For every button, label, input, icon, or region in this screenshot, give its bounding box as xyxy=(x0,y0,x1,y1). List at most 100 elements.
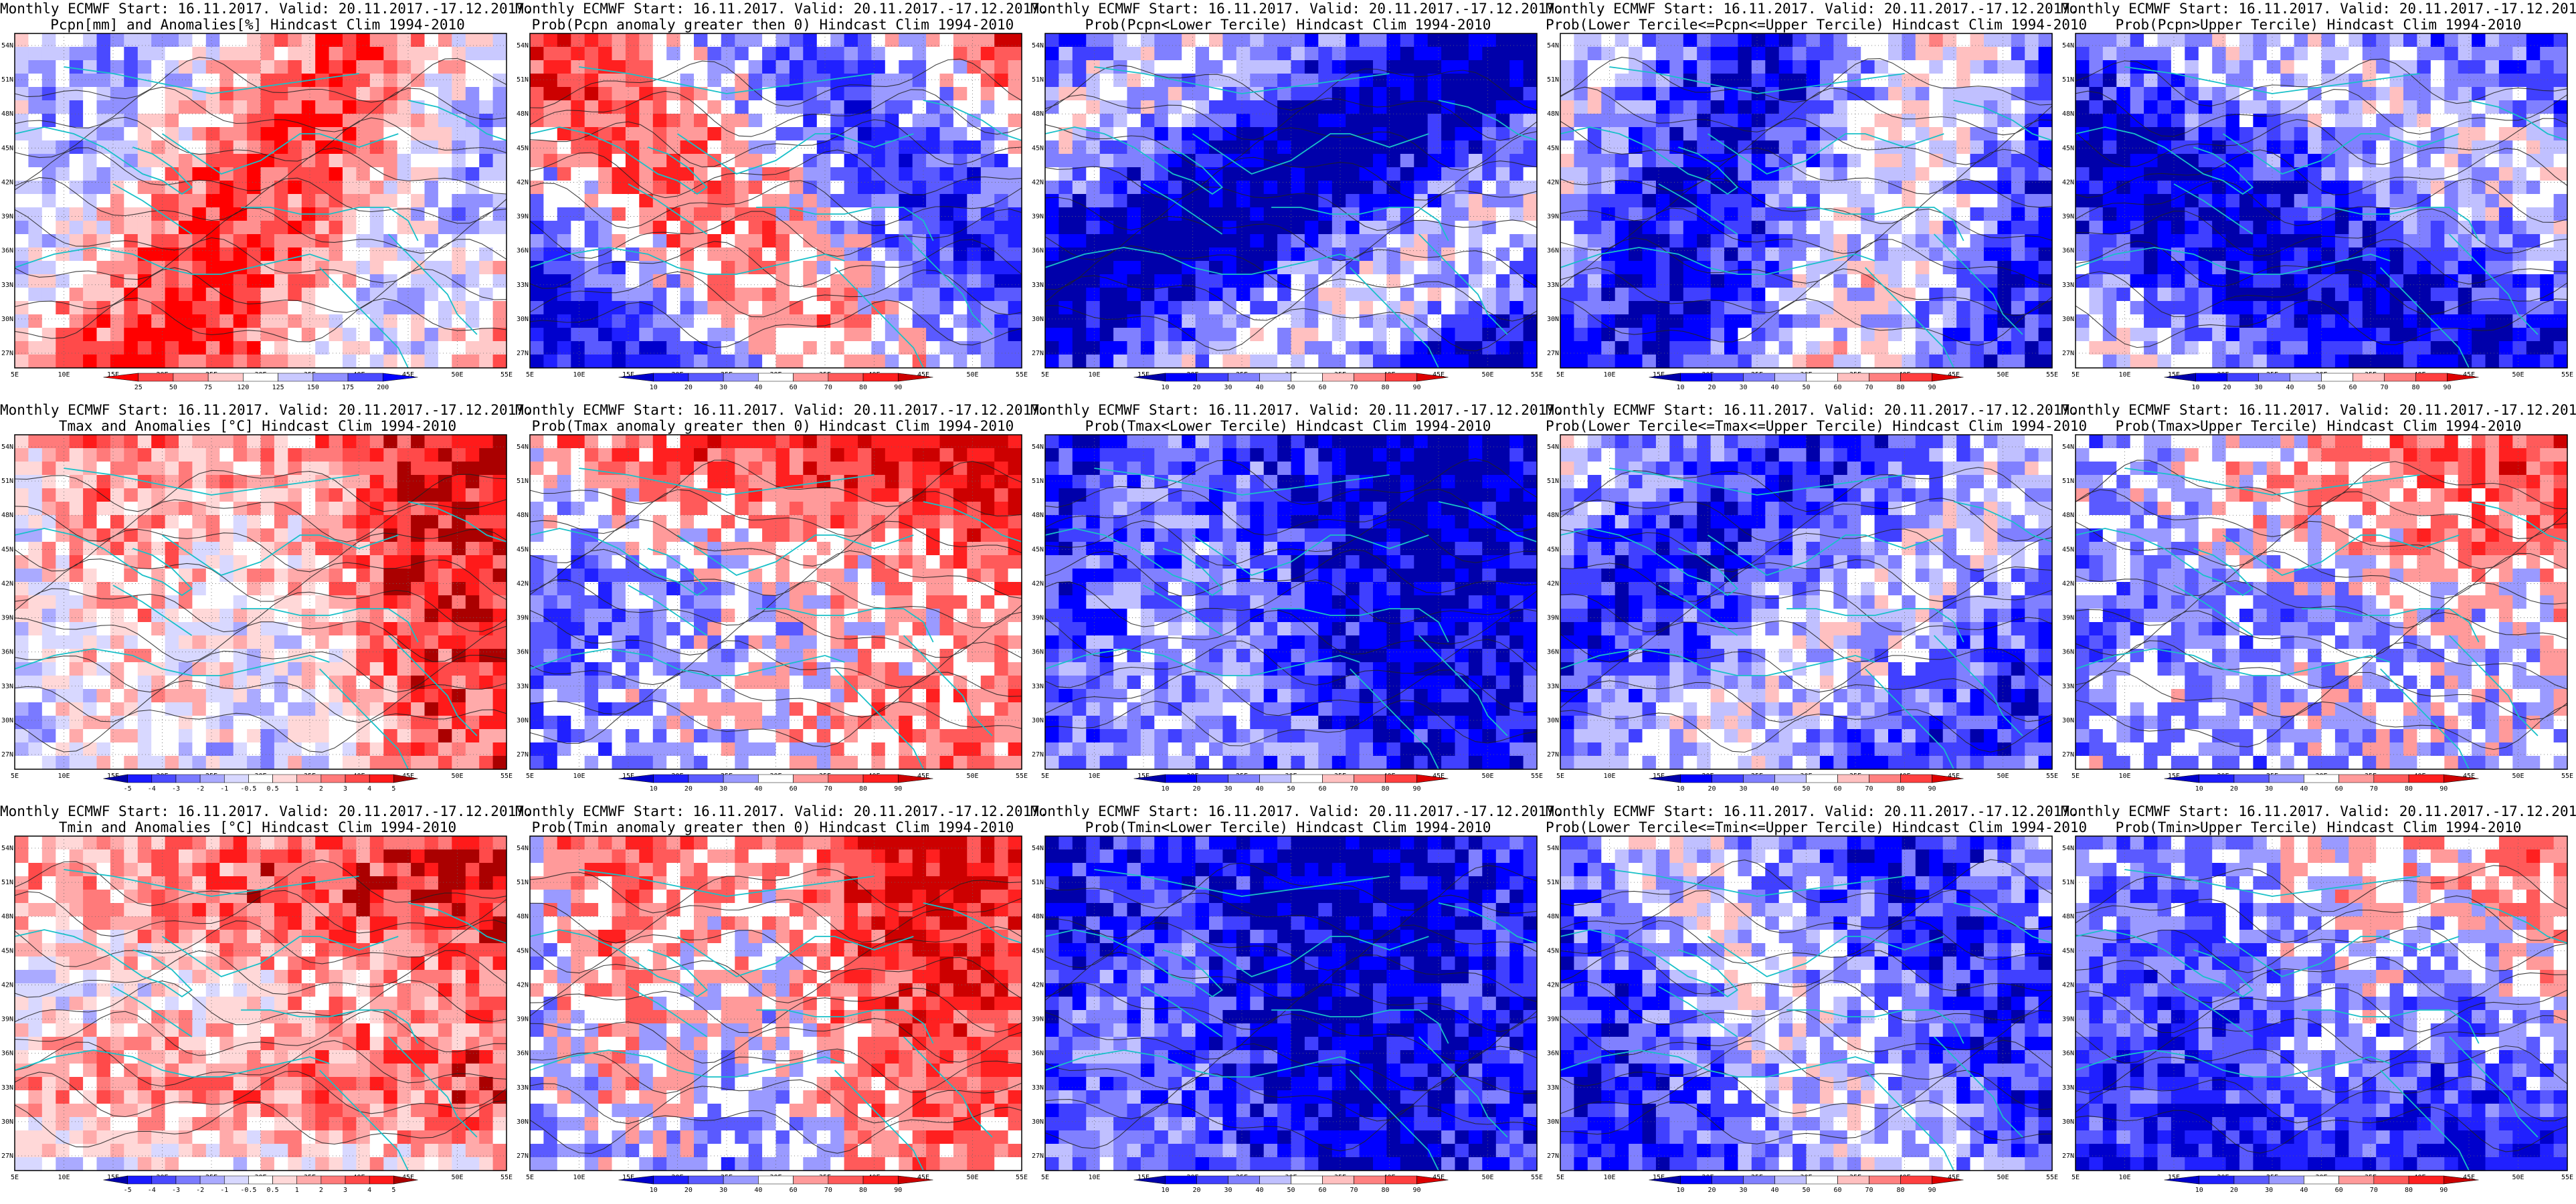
field-cell xyxy=(1902,47,1916,61)
field-cell xyxy=(479,100,494,114)
field-cell xyxy=(2130,140,2144,155)
field-cell xyxy=(137,100,152,114)
field-cell xyxy=(803,140,818,155)
field-cell xyxy=(137,60,152,74)
field-cell xyxy=(369,33,384,47)
field-cell xyxy=(885,314,899,328)
field-cell xyxy=(1509,221,1524,235)
field-cell xyxy=(2417,60,2431,74)
field-cell xyxy=(2025,341,2039,355)
field-cell xyxy=(1468,221,1483,235)
field-cell xyxy=(926,247,941,262)
field-cell xyxy=(165,502,179,516)
field-cell xyxy=(1574,167,1588,181)
colorbar-tick-label: 60 xyxy=(790,384,798,391)
field-cell xyxy=(1724,328,1738,342)
field-cell xyxy=(1683,33,1697,47)
field-cell xyxy=(1400,207,1414,221)
field-cell xyxy=(124,435,139,449)
field-cell xyxy=(1560,328,1574,342)
field-cell xyxy=(1724,74,1738,88)
field-cell xyxy=(1195,87,1210,101)
field-cell xyxy=(2458,314,2472,328)
field-cell xyxy=(2266,234,2281,248)
field-cell xyxy=(598,194,613,208)
field-cell xyxy=(953,154,968,168)
colorbar-tick-label: 30 xyxy=(2254,384,2262,391)
field-cell xyxy=(2171,261,2185,275)
field-cell xyxy=(260,502,275,516)
field-cell xyxy=(356,515,371,529)
field-cell xyxy=(939,274,954,288)
field-cell xyxy=(994,247,1009,262)
field-cell xyxy=(274,47,288,61)
field-cell xyxy=(762,114,777,128)
colorbar-swatch xyxy=(2258,373,2290,382)
field-cell xyxy=(219,154,234,168)
field-cell xyxy=(912,355,927,369)
field-cell xyxy=(329,60,343,74)
field-cell xyxy=(233,33,248,47)
lat-tick-label: 36N xyxy=(2062,247,2074,255)
field-cell xyxy=(1997,341,2012,355)
field-cell xyxy=(2171,234,2185,248)
field-cell xyxy=(1970,154,1985,168)
field-cell xyxy=(830,114,845,128)
field-cell xyxy=(735,74,749,88)
field-cell xyxy=(2540,221,2555,235)
field-cell xyxy=(1833,33,1848,47)
field-cell xyxy=(2025,100,2039,114)
field-cell xyxy=(411,301,426,315)
field-cell xyxy=(2266,301,2281,315)
colorbar-swatch xyxy=(1228,373,1260,382)
field-cell xyxy=(2076,127,2090,141)
field-cell xyxy=(1629,74,1643,88)
field-cell xyxy=(1008,167,1022,181)
field-cell xyxy=(1778,194,1793,208)
field-cell xyxy=(803,314,818,328)
field-cell xyxy=(721,314,735,328)
field-cell xyxy=(2198,100,2213,114)
field-cell xyxy=(652,301,667,315)
field-cell xyxy=(899,154,913,168)
lat-tick-label: 27N xyxy=(1,350,13,357)
lon-tick-label: 45E xyxy=(402,371,414,379)
field-cell xyxy=(735,341,749,355)
field-cell xyxy=(315,100,330,114)
field-cell xyxy=(301,488,316,502)
field-cell xyxy=(1182,114,1196,128)
field-cell xyxy=(1250,47,1265,61)
field-cell xyxy=(1847,355,1861,369)
field-cell xyxy=(1915,181,1930,195)
field-cell xyxy=(2362,221,2377,235)
field-cell xyxy=(424,355,439,369)
field-cell xyxy=(939,234,954,248)
field-cell xyxy=(1874,60,1889,74)
field-cell xyxy=(2472,47,2486,61)
field-cell xyxy=(315,87,330,101)
field-cell xyxy=(2498,127,2513,141)
field-cell xyxy=(639,100,654,114)
field-cell xyxy=(179,274,193,288)
field-cell xyxy=(1495,100,1510,114)
field-cell xyxy=(110,274,124,288)
field-cell xyxy=(980,154,995,168)
field-cell xyxy=(411,328,426,342)
field-cell xyxy=(1888,60,1902,74)
field-cell xyxy=(1669,114,1684,128)
field-cell xyxy=(1386,341,1401,355)
field-cell xyxy=(1455,328,1469,342)
field-cell xyxy=(1574,114,1588,128)
field-cell xyxy=(830,100,845,114)
field-cell xyxy=(1819,154,1834,168)
field-cell xyxy=(2321,33,2336,47)
field-cell xyxy=(2212,207,2227,221)
field-cell xyxy=(926,114,941,128)
field-cell xyxy=(530,87,544,101)
field-cell xyxy=(2485,234,2500,248)
field-cell xyxy=(383,47,398,61)
field-cell xyxy=(179,261,193,275)
field-cell xyxy=(1182,328,1196,342)
field-cell xyxy=(1669,60,1684,74)
field-cell xyxy=(1738,74,1752,88)
